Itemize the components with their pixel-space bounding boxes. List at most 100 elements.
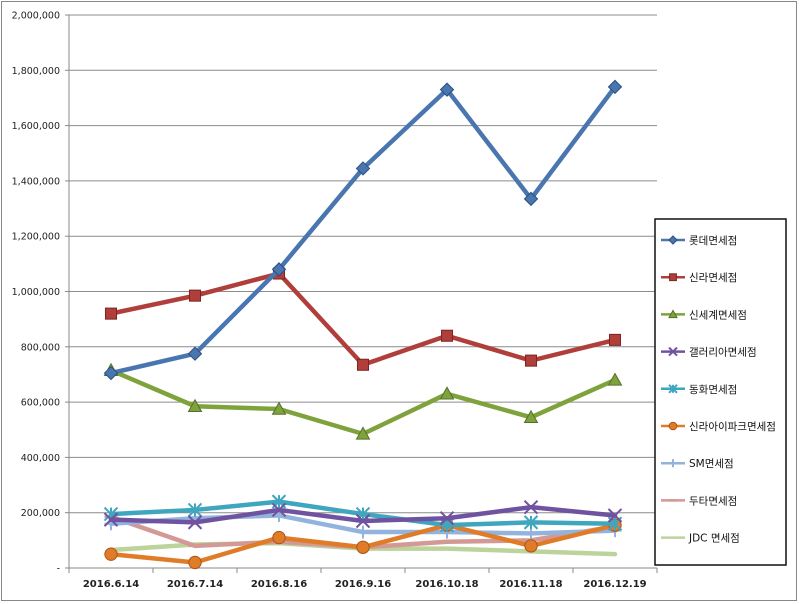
data-point: [607, 372, 623, 386]
legend-entry: 신라아이파크면세점: [661, 421, 776, 433]
legend-entry: 롯데면세점: [661, 235, 737, 247]
data-point: [668, 309, 678, 319]
data-point: [439, 511, 455, 526]
y-tick-label: 800,000: [21, 342, 60, 353]
legend-label: 신세계면세점: [689, 309, 747, 321]
x-tick-label: 2016.10.18: [415, 579, 478, 590]
data-point: [271, 401, 287, 415]
marker-stroke: [523, 499, 539, 515]
marker-stroke: [271, 502, 287, 518]
data-point: [271, 502, 287, 518]
series-4: [103, 499, 623, 530]
legend-label: 신라아이파크면세점: [689, 421, 776, 433]
x-tick-label: 2016.7.14: [167, 579, 223, 590]
data-point: [613, 552, 617, 556]
legend-label: 갤러리아면세점: [689, 347, 757, 359]
legend-label: 동화면세점: [689, 384, 737, 396]
y-tick-label: 1,400,000: [12, 176, 60, 187]
data-point: [355, 513, 371, 529]
data-point: [608, 333, 622, 346]
data-point: [439, 517, 455, 533]
y-tick-label: 1,800,000: [12, 66, 60, 77]
marker-stroke: [668, 346, 678, 357]
data-point: [669, 273, 677, 282]
y-tick-label: 400,000: [21, 453, 60, 464]
x-tick-label: 2016.8.16: [251, 579, 307, 590]
marker-stroke: [355, 513, 371, 529]
data-point: [103, 512, 119, 527]
data-point: [187, 502, 203, 518]
data-point: [356, 525, 370, 539]
data-point: [271, 262, 287, 277]
y-tick-label: 200,000: [21, 508, 60, 519]
data-point: [607, 79, 623, 95]
marker-stroke: [103, 512, 119, 527]
legend-entry: 동화면세점: [661, 384, 737, 396]
data-point: [607, 508, 623, 523]
legend-entry: 신라면세점: [661, 272, 737, 284]
legend-entry: SM면세점: [661, 458, 734, 470]
data-point: [524, 539, 538, 553]
data-point: [104, 547, 118, 561]
series-line: [108, 271, 618, 368]
series-1: [103, 79, 623, 381]
data-point: [669, 459, 677, 468]
data-point: [187, 515, 203, 530]
marker-stroke: [607, 508, 623, 523]
series-3: [103, 362, 623, 440]
data-point: [104, 307, 118, 320]
data-point: [355, 161, 371, 176]
data-point: [355, 426, 371, 440]
data-point: [439, 386, 455, 400]
legend-label: 신라면세점: [689, 272, 737, 284]
y-tick-label: -: [57, 564, 60, 575]
series-7: [104, 508, 622, 540]
x-tick-label: 2016.6.14: [83, 579, 139, 590]
y-axis-ticks: - 200,000 400,000 600,000 800,000 1,000,000 1,…: [12, 11, 60, 575]
data-point: [440, 329, 454, 342]
x-tick-label: 2016.9.16: [335, 579, 391, 590]
data-point: [103, 365, 119, 381]
gridlines: [65, 14, 658, 573]
data-point: [445, 547, 449, 550]
data-point: [668, 235, 678, 245]
data-point: [439, 82, 455, 97]
data-point: [356, 540, 370, 554]
data-point: [524, 354, 538, 367]
data-point: [187, 398, 203, 412]
legend-entry: 갤러리아면세점: [661, 347, 757, 359]
series-6: [104, 518, 622, 570]
y-tick-label: 2,000,000: [12, 11, 60, 22]
data-point: [668, 346, 678, 357]
y-tick-label: 1,200,000: [12, 232, 60, 243]
legend-entry: 두타면세점: [661, 495, 737, 507]
legend-label: JDC 면세점: [688, 533, 740, 545]
data-point: [668, 421, 678, 431]
data-point: [188, 289, 202, 302]
data-point: [523, 191, 539, 207]
x-axis-ticks: 2016.6.14 2016.7.14 2016.8.16 2016.9.16 2016…: [83, 579, 647, 590]
marker-stroke: [439, 511, 455, 526]
legend-label: 롯데면세점: [689, 235, 737, 247]
legend-label: 두타면세점: [689, 495, 737, 507]
data-point: [187, 346, 203, 361]
data-point: [523, 499, 539, 515]
legend-entry: 신세계면세점: [661, 309, 747, 321]
data-point: [523, 409, 539, 424]
data-point: [668, 384, 678, 394]
legend-label: SM면세점: [689, 458, 734, 470]
data-point: [356, 358, 370, 371]
data-point: [524, 526, 538, 540]
marker-stroke: [187, 515, 203, 530]
y-tick-label: 600,000: [21, 398, 60, 409]
data-point: [188, 555, 202, 570]
x-tick-label: 2016.11.18: [499, 579, 562, 590]
y-tick-label: 1,600,000: [12, 121, 60, 132]
y-tick-label: 1,000,000: [12, 287, 60, 298]
legend-entry: JDC 면세점: [661, 533, 740, 545]
series-group: [103, 79, 623, 570]
data-point: [523, 515, 539, 530]
